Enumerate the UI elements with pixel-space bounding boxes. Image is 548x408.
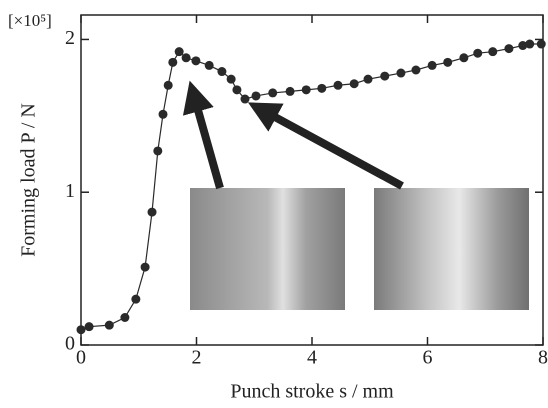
data-point bbox=[459, 53, 469, 63]
data-point bbox=[131, 294, 141, 304]
x-tick-label: 0 bbox=[76, 347, 86, 369]
data-point bbox=[168, 57, 178, 67]
data-point bbox=[226, 74, 236, 84]
data-point bbox=[396, 68, 406, 78]
arrow bbox=[182, 80, 224, 190]
x-tick-label: 8 bbox=[538, 347, 548, 369]
arrow bbox=[247, 102, 404, 190]
data-point bbox=[76, 325, 86, 335]
data-point bbox=[181, 53, 191, 63]
y-tick-label: 1 bbox=[65, 180, 75, 202]
x-axis-label: Punch stroke s / mm bbox=[230, 381, 394, 403]
y-tick-label: 2 bbox=[65, 27, 75, 49]
data-point bbox=[204, 60, 214, 70]
data-point bbox=[147, 207, 157, 217]
data-point bbox=[268, 88, 278, 98]
data-point bbox=[363, 74, 373, 84]
data-point bbox=[518, 41, 528, 51]
inset-photo bbox=[190, 188, 345, 310]
data-point bbox=[380, 71, 390, 81]
data-point bbox=[301, 85, 311, 95]
data-point bbox=[163, 80, 173, 90]
data-point bbox=[84, 322, 94, 332]
data-point bbox=[140, 262, 150, 272]
data-point bbox=[473, 48, 483, 58]
data-point bbox=[443, 57, 453, 67]
data-point bbox=[232, 85, 242, 95]
data-point bbox=[120, 313, 130, 322]
data-point bbox=[174, 47, 184, 57]
data-point bbox=[349, 79, 359, 89]
data-point bbox=[240, 94, 250, 104]
data-point bbox=[153, 146, 163, 156]
data-point bbox=[191, 56, 201, 66]
data-point bbox=[525, 39, 535, 49]
data-point bbox=[251, 91, 261, 101]
data-point bbox=[427, 60, 437, 70]
data-point bbox=[536, 39, 546, 49]
x-tick-label: 2 bbox=[192, 347, 202, 369]
data-point bbox=[217, 67, 227, 77]
x-tick-label: 6 bbox=[423, 347, 433, 369]
data-point bbox=[285, 86, 295, 96]
y-axis-label: Forming load P / N bbox=[18, 103, 40, 257]
data-point bbox=[104, 320, 114, 330]
data-point bbox=[158, 109, 168, 119]
x-tick-label: 4 bbox=[307, 347, 317, 369]
y-tick-label: 0 bbox=[65, 333, 75, 355]
data-point bbox=[504, 44, 514, 54]
data-point bbox=[333, 80, 343, 90]
data-point bbox=[317, 83, 327, 93]
y-unit: [×10⁵] bbox=[8, 11, 52, 30]
data-point bbox=[488, 47, 498, 57]
data-point bbox=[411, 65, 421, 75]
inset-photo bbox=[374, 188, 529, 310]
